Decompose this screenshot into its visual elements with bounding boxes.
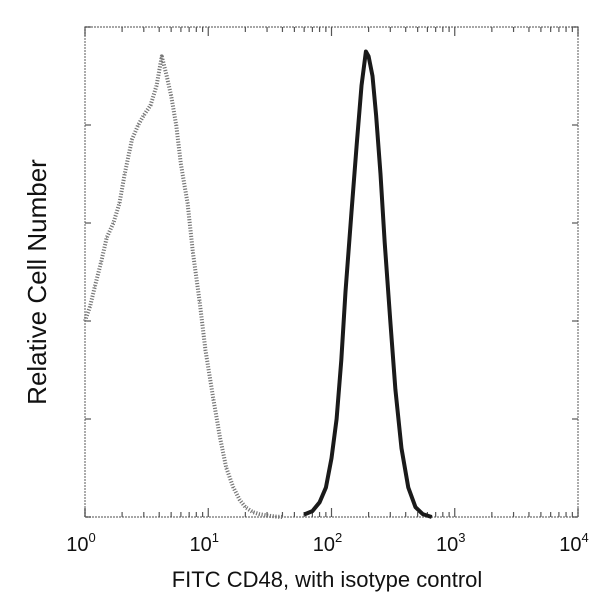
series-0-point xyxy=(258,513,260,515)
x-tick-label: 102 xyxy=(313,530,342,556)
series-0-point xyxy=(232,487,234,489)
series-0-point xyxy=(266,514,268,517)
series-1-point xyxy=(330,457,333,459)
series-0-point xyxy=(84,320,86,322)
series-0-point xyxy=(244,506,246,508)
x-axis-title: FITC CD48, with isotype control xyxy=(172,567,483,592)
x-tick-label: 100 xyxy=(66,530,95,556)
series-1-point xyxy=(414,506,417,508)
series-0-point xyxy=(180,163,182,165)
series-0-point xyxy=(89,305,91,307)
series-0-point xyxy=(199,300,201,302)
series-0-point xyxy=(212,398,214,400)
series-0-point xyxy=(137,124,139,126)
series-0-point xyxy=(281,516,284,518)
series-1-point xyxy=(394,389,396,391)
series-0-point xyxy=(94,286,96,288)
series-1-point xyxy=(407,487,409,489)
series-1-point xyxy=(371,75,374,77)
series-1-point xyxy=(303,513,305,516)
series-1-point xyxy=(389,320,391,322)
series-0-point xyxy=(239,499,241,501)
series-0-point xyxy=(204,349,207,351)
y-axis-title: Relative Cell Number xyxy=(22,159,52,405)
series-1-point xyxy=(368,55,370,58)
isotype-control-series-line xyxy=(83,54,283,519)
series-0-point xyxy=(175,124,177,126)
series-0-point xyxy=(124,173,126,175)
series-0-point xyxy=(192,251,194,253)
series-0-point xyxy=(149,104,152,106)
series-0-point xyxy=(143,114,145,116)
series-0-point xyxy=(112,222,114,224)
series-1-point xyxy=(379,173,382,175)
x-tick-labels: 100 101 102 103 104 xyxy=(66,530,588,556)
series-0-point xyxy=(274,515,276,518)
series-0-point xyxy=(225,467,227,469)
series-0-point xyxy=(161,55,163,58)
series-1-point xyxy=(422,513,424,515)
series-1-point xyxy=(319,501,321,503)
series-0-point xyxy=(100,261,102,263)
series-0-point xyxy=(166,75,168,77)
series-0-point xyxy=(131,139,133,141)
series-1-point xyxy=(360,85,363,87)
series-1-point xyxy=(431,516,433,518)
series-1-point xyxy=(340,359,342,361)
x-tick-label: 104 xyxy=(559,530,588,556)
series-0-point xyxy=(219,438,221,440)
series-1-point xyxy=(311,510,313,512)
series-1-point xyxy=(375,114,377,116)
x-tick-label: 103 xyxy=(436,530,465,556)
series-0-point xyxy=(106,237,108,239)
series-0-point xyxy=(170,95,172,97)
series-1-point xyxy=(350,212,352,214)
series-1-point xyxy=(325,487,327,489)
series-1-point xyxy=(365,50,367,53)
series-1-point xyxy=(400,447,403,449)
series-0-point xyxy=(155,85,158,87)
x-tick-label: 101 xyxy=(190,530,219,556)
series-0-point xyxy=(118,202,120,204)
series-1-point xyxy=(356,144,358,146)
series-1-point xyxy=(384,242,386,244)
cd48-series-line xyxy=(303,49,433,519)
series-layer xyxy=(83,49,433,519)
series-1-point xyxy=(336,418,338,420)
series-0-point xyxy=(252,511,254,513)
series-0-point xyxy=(187,202,189,204)
series-1-point xyxy=(344,291,347,293)
axis-ticks xyxy=(84,26,579,518)
